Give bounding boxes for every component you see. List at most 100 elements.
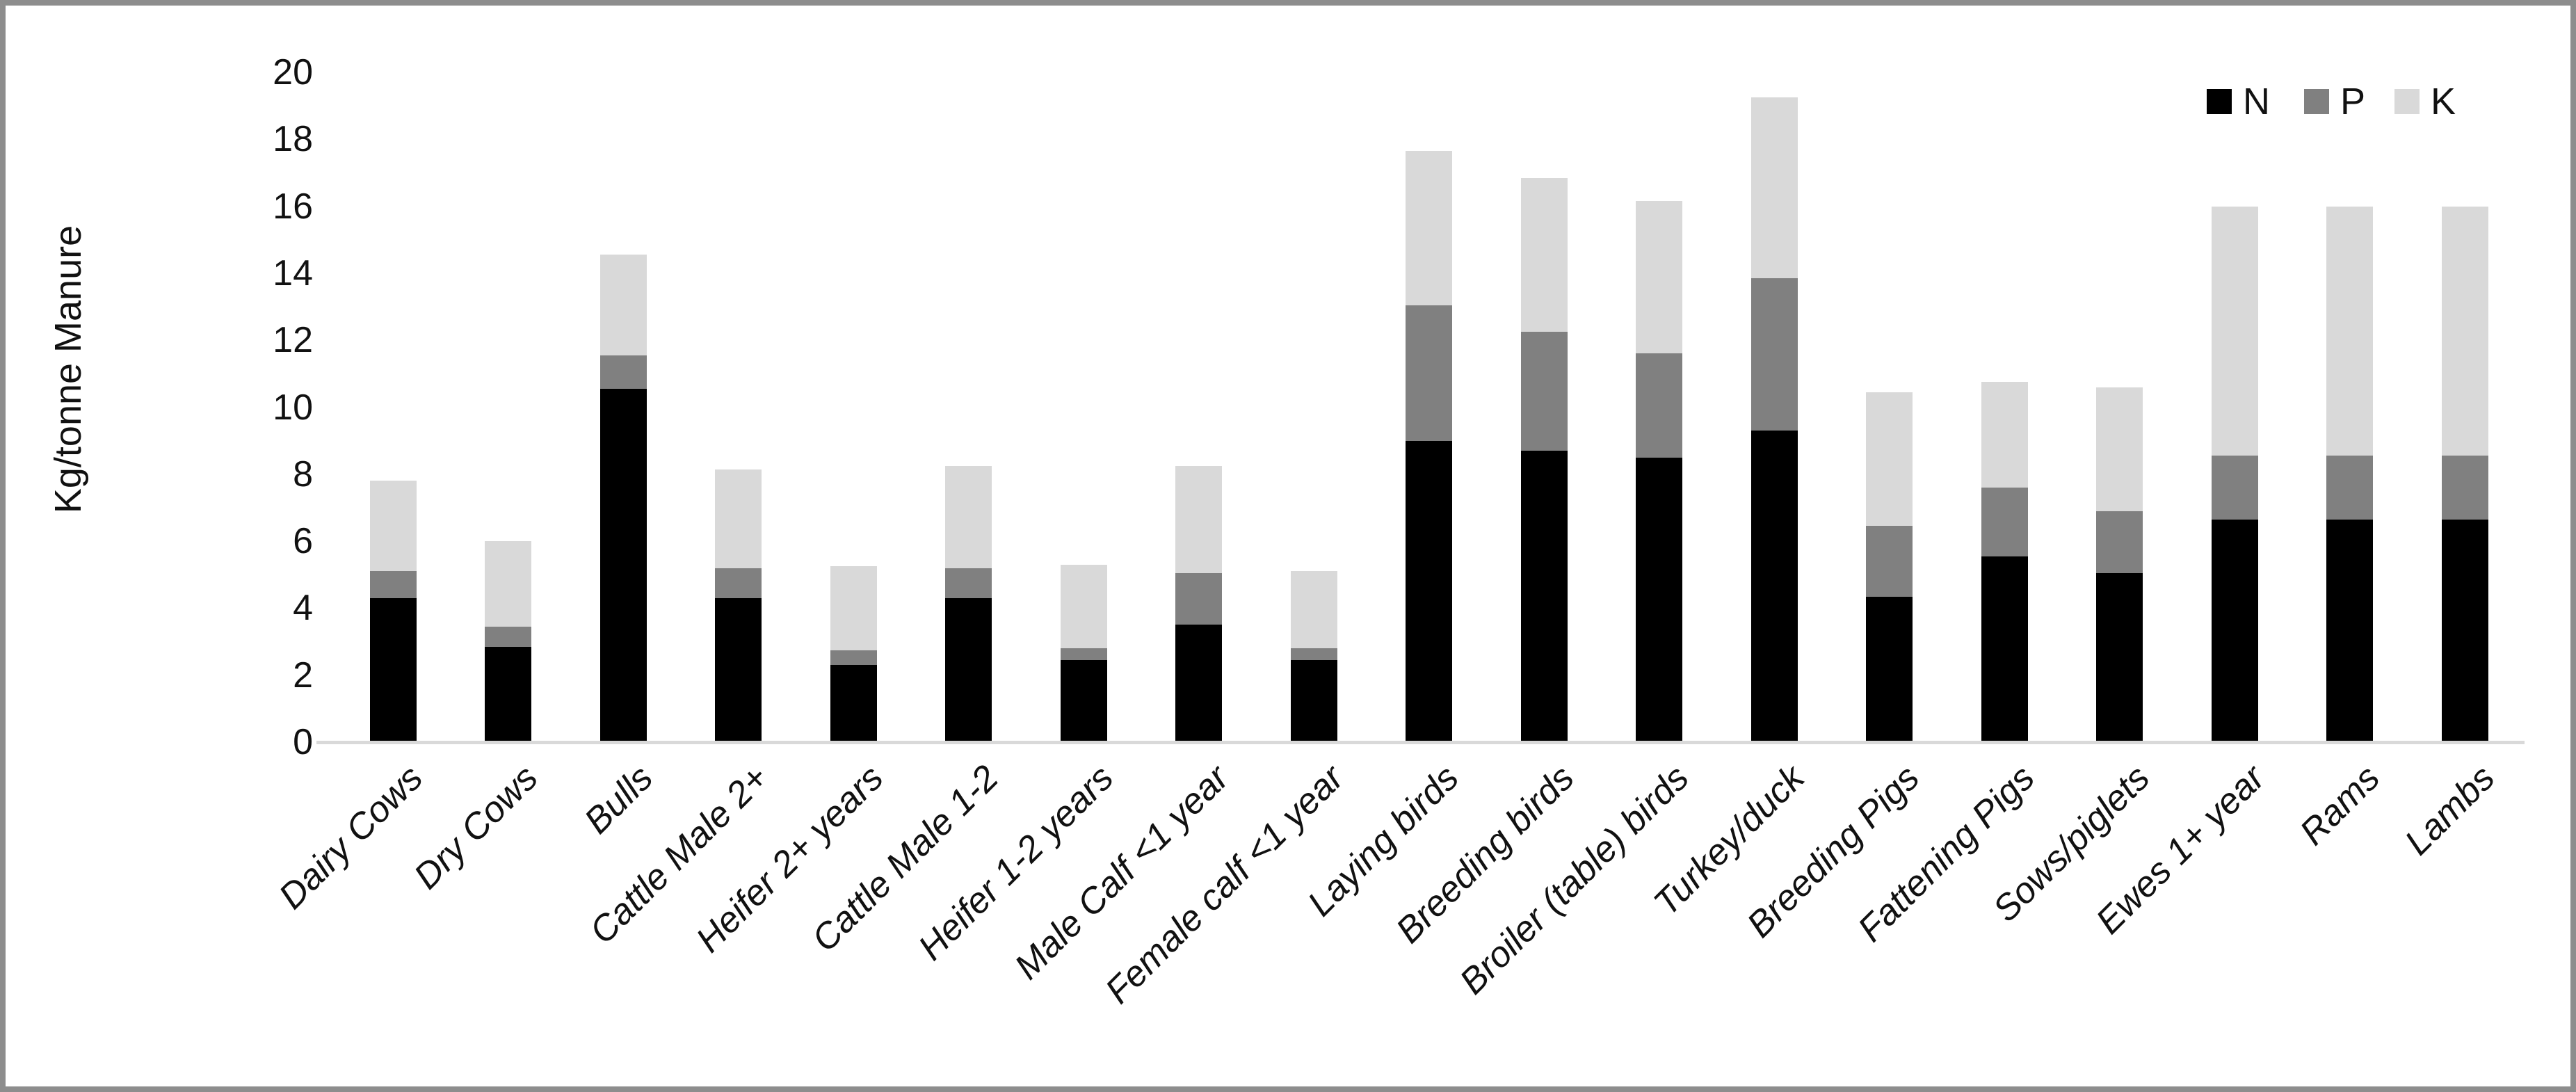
bar-column [945,465,992,742]
bar-segment-k [2211,206,2258,456]
bar-segment-k [1636,201,1682,354]
y-tick-label: 18 [273,119,313,160]
legend-swatch-n-icon [2207,89,2232,114]
y-tick-label: 6 [293,521,313,562]
bar-segment-k [2326,206,2373,456]
bar-segment-p [830,650,877,666]
bar-segment-p [1175,572,1222,625]
bar-segment-n [2096,572,2143,742]
bar-segment-k [1750,97,1798,279]
x-tick-label: Dry Cows [406,757,546,897]
x-tick-label: Dairy Cows [271,757,431,917]
bar-segment-k [1866,392,1913,527]
legend-swatch-p-icon [2304,89,2329,114]
legend-swatch-k-icon [2394,89,2420,114]
bar-column [830,566,877,742]
bar-segment-k [369,481,417,572]
y-tick-label: 0 [293,722,313,762]
legend-item-n: N [2207,81,2270,122]
bar-segment-n [1520,451,1568,742]
bar-segment-n [830,665,877,742]
bar-column [1175,465,1222,742]
bar-segment-n [1750,431,1798,742]
bar-segment-p [2441,456,2488,520]
y-tick-label: 12 [273,320,313,361]
bar-segment-n [485,646,531,742]
bar-column [369,481,417,742]
bar-segment-k [2441,206,2488,456]
bar-segment-p [369,571,417,598]
bar-segment-n [599,388,647,742]
x-tick-label: Heifer 1-2 years [910,757,1122,968]
bar-segment-p [1866,526,1913,597]
bar-segment-n [945,597,992,742]
bar-segment-p [485,626,531,647]
bar-segment-p [2211,456,2258,520]
bar-column [2211,206,2258,742]
bar-segment-p [1406,305,1452,441]
x-tick-label: Rams [2292,757,2388,853]
bar-segment-n [2326,519,2373,742]
bar-column [1636,201,1682,742]
bar-column [2096,387,2143,742]
legend-label-n: N [2243,81,2270,122]
bar-segment-p [1060,648,1107,661]
bar-segment-p [1290,648,1337,660]
bar-segment-n [2211,519,2258,742]
bar-segment-k [715,469,762,568]
bar-segment-k [1520,177,1568,332]
bar-segment-k [2096,387,2143,511]
bar-segment-n [1406,440,1452,742]
y-tick-label: 8 [293,453,313,495]
bar-segment-k [945,465,992,568]
bar-column [599,255,647,742]
bar-segment-p [1750,278,1798,431]
bar-column [1060,564,1107,742]
y-axis-title: Kg/tonne Manure [47,225,89,514]
bar-segment-p [2096,511,2143,573]
bar-segment-k [1175,465,1222,573]
bar-segment-k [1406,151,1452,305]
bar-segment-k [599,255,647,355]
bar-segment-n [715,597,762,742]
bar-segment-k [485,541,531,627]
bar-segment-p [1520,332,1568,451]
y-tick-label: 2 [293,655,313,696]
bar-segment-k [1981,382,2028,488]
bar-column [1866,392,1913,742]
bar-segment-n [1290,660,1337,742]
x-tick-label: Bulls [577,757,661,842]
bar-segment-n [1175,625,1222,742]
bar-segment-p [715,568,762,598]
bar-segment-k [1060,564,1107,649]
bar-segment-n [1981,556,2028,742]
y-tick-label: 20 [273,52,313,93]
bar-segment-n [369,597,417,742]
legend-label-k: K [2431,81,2456,122]
bar-segment-n [2441,519,2488,742]
bar-segment-n [1636,457,1682,742]
x-axis-line [316,741,2525,744]
x-tick-label: Male Calf <1 year [1006,757,1237,988]
y-tick-label: 16 [273,186,313,227]
x-tick-label: Broiler (table) birds [1452,757,1697,1002]
bar-column [1406,151,1452,742]
bar-segment-p [1636,353,1682,458]
legend-label-p: P [2340,81,2366,122]
bar-column [1290,571,1337,742]
bar-segment-k [1290,571,1337,649]
legend-item-k: K [2394,81,2456,122]
bar-column [1750,97,1798,742]
bar-segment-p [599,355,647,389]
bar-segment-n [1060,660,1107,742]
y-tick-label: 4 [293,588,313,629]
bar-column [1520,177,1568,742]
bar-segment-p [1981,488,2028,556]
bar-segment-k [830,566,877,650]
y-tick-label: 14 [273,252,313,294]
y-tick-label: 10 [273,387,313,428]
legend-item-p: P [2304,81,2366,122]
bar-column [715,469,762,742]
bar-column [1981,382,2028,742]
